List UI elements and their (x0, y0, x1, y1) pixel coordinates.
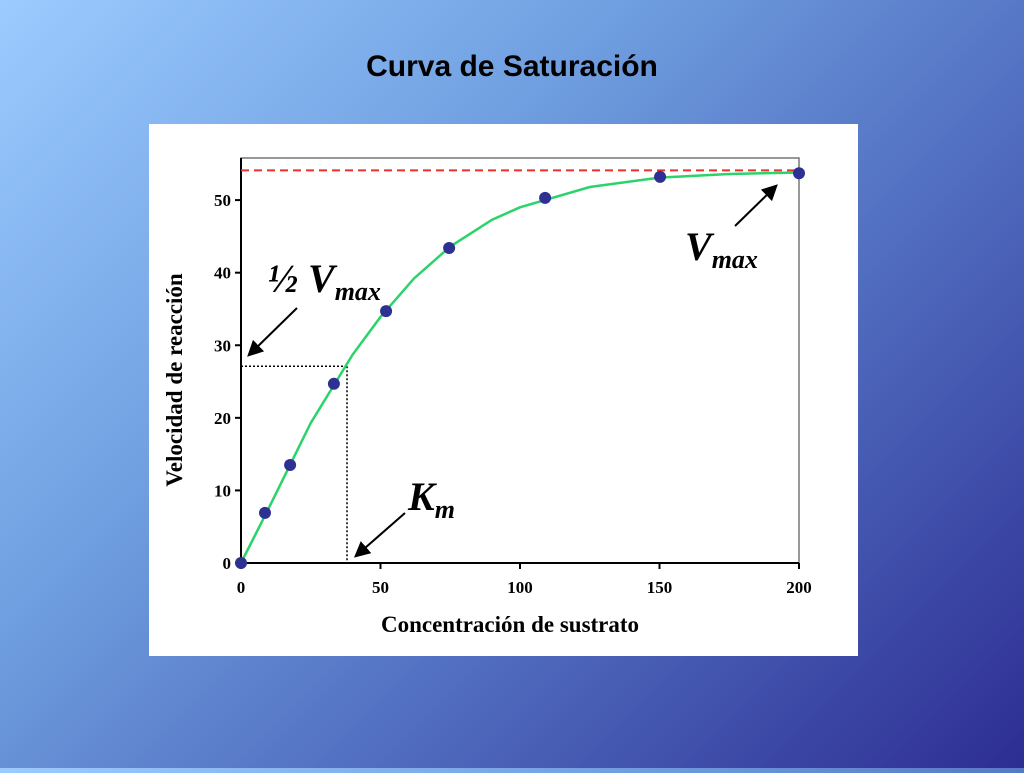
annotation: Vmax (685, 224, 758, 274)
y-axis-label: Velocidad de reacción (162, 273, 187, 487)
x-tick-label: 100 (507, 578, 533, 597)
x-tick-label: 50 (372, 578, 389, 597)
y-tick-label: 30 (214, 336, 231, 355)
chart-panel (149, 124, 858, 656)
chart-title: Curva de Saturación (366, 50, 658, 83)
data-point (793, 167, 805, 180)
data-point (284, 459, 297, 472)
y-tick-label: 50 (214, 191, 231, 210)
data-point (235, 557, 247, 569)
x-axis-label: Concentración de sustrato (381, 612, 639, 637)
x-tick-label: 200 (786, 578, 812, 597)
annotation: Km (407, 474, 455, 524)
y-tick-label: 40 (214, 264, 231, 283)
arrow (734, 184, 778, 227)
x-tick-label: 0 (237, 578, 246, 597)
data-point (380, 305, 393, 318)
data-point (443, 242, 456, 254)
y-tick-label: 20 (214, 409, 231, 428)
x-tick-label: 150 (647, 578, 673, 597)
data-point (539, 191, 552, 204)
y-tick-label: 10 (214, 481, 231, 500)
arrow (353, 512, 406, 558)
annotation: ½ Vmax (268, 256, 381, 306)
y-tick-label: 0 (223, 554, 232, 573)
data-point (258, 506, 271, 519)
data-point (327, 377, 340, 390)
data-point (654, 170, 667, 183)
arrow (247, 307, 298, 357)
